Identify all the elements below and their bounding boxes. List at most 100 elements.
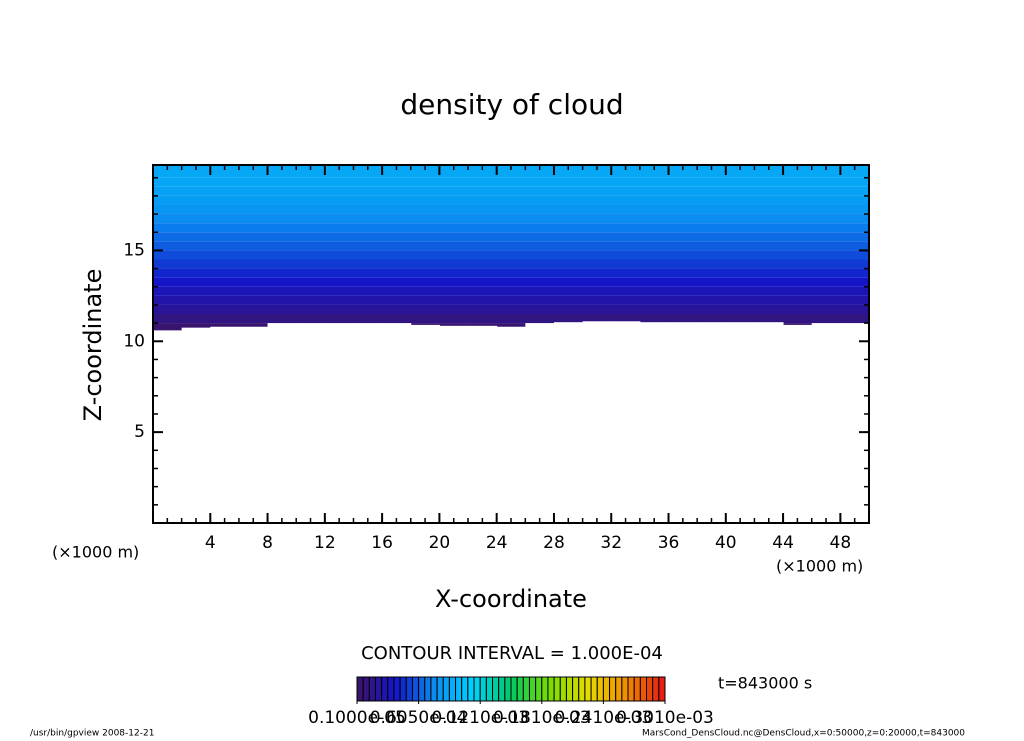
colorbar-cell (639, 676, 648, 702)
colorbar-cell (615, 676, 623, 702)
cloud-base (496, 326, 526, 523)
cloud-base (553, 322, 584, 523)
contour-band (153, 250, 869, 260)
colorbar-cell (485, 676, 494, 702)
x-tick-label: 4 (205, 533, 216, 553)
colorbar-cell (430, 676, 438, 702)
colorbar-cell (393, 676, 401, 702)
cloud-base (153, 330, 183, 523)
footer-left: /usr/bin/gpview 2008-12-21 (30, 729, 154, 739)
colorbar-cell (418, 676, 426, 702)
cloud-base (754, 322, 784, 523)
cloud-base (639, 322, 670, 523)
colorbar-cell (356, 676, 364, 702)
colorbar-cell (578, 676, 586, 702)
colorbar-tick-label: 0.2410e-03 (555, 708, 653, 728)
contour-band (153, 268, 869, 278)
contour-band (153, 241, 869, 251)
colorbar-cell (652, 676, 660, 702)
colorbar: 0.1000e-050.6050e-040.1210e-030.1810e-03… (308, 676, 714, 728)
colorbar-cell (559, 676, 567, 702)
colorbar-cell (467, 676, 475, 702)
colorbar-cell (436, 676, 444, 702)
x-tick-label: 44 (772, 533, 794, 553)
x-tick-label: 12 (314, 533, 336, 553)
x-tick-label: 8 (262, 533, 273, 553)
cloud-base (439, 325, 469, 523)
x-axis-label: X-coordinate (435, 585, 587, 613)
colorbar-cell (658, 676, 666, 702)
colorbar-cell (461, 676, 469, 702)
colorbar-tick-label: 0.1210e-03 (431, 708, 529, 728)
colorbar-cell (627, 676, 635, 702)
x-unit-label: (×1000 m) (52, 543, 139, 562)
colorbar-cell (590, 676, 598, 702)
colorbar-cell (442, 676, 450, 702)
contour-band (153, 177, 869, 187)
colorbar-cell (424, 676, 432, 702)
x-tick-label: 48 (830, 533, 852, 553)
contour-band (153, 214, 869, 224)
colorbar-cell (602, 676, 611, 702)
colorbar-cell (609, 676, 617, 702)
y-tick-label: 15 (123, 240, 145, 260)
cloud-base (668, 322, 698, 523)
cloud-base (267, 323, 297, 523)
contour-band (153, 295, 869, 305)
cloud-base (611, 321, 641, 523)
colorbar-cell (374, 676, 383, 702)
cloud-base (410, 324, 440, 523)
colorbar-cell (381, 676, 389, 702)
colorbar-cell (362, 676, 370, 702)
cloud-base (324, 323, 354, 523)
contour-interval: CONTOUR INTERVAL = 1.000E-04 (361, 643, 663, 664)
x-tick-label: 24 (486, 533, 508, 553)
cloud-base (725, 322, 755, 523)
cloud-base (840, 323, 870, 523)
colorbar-cell (633, 676, 641, 702)
cloud-base (525, 323, 555, 523)
colorbar-cell (516, 676, 524, 702)
contour-band (153, 277, 869, 287)
contour-band (153, 259, 869, 269)
colorbar-cell (387, 676, 395, 702)
colorbar-cell (547, 676, 555, 702)
y-tick-label: 5 (134, 422, 145, 442)
cloud-base (811, 323, 841, 523)
colorbar-cell (553, 676, 561, 702)
colorbar-cell (572, 676, 580, 702)
contour-band (153, 186, 869, 196)
colorbar-cell (535, 676, 543, 702)
y-tick-label: 10 (123, 331, 145, 351)
x-tick-label: 28 (543, 533, 565, 553)
contour-band (153, 223, 869, 233)
colorbar-cell (528, 676, 537, 702)
contour-band (153, 304, 869, 315)
colorbar-cell (399, 676, 407, 702)
cloud-base (697, 322, 727, 523)
chart-title: density of cloud (400, 88, 623, 121)
colorbar-cell (368, 676, 376, 702)
colorbar-cell (411, 676, 420, 702)
colorbar-cell (492, 676, 500, 702)
x-unit-label: (×1000 m) (776, 557, 863, 576)
footer-right: MarsCond_DensCloud.nc@DensCloud,x=0:5000… (642, 729, 965, 739)
x-tick-label: 36 (658, 533, 680, 553)
cloud-base (238, 326, 269, 523)
contour-band (153, 286, 869, 296)
cloud-base (296, 323, 326, 523)
contour-band (153, 204, 869, 215)
colorbar-cell (522, 676, 530, 702)
cloud-base (181, 327, 211, 523)
colorbar-cell (448, 676, 457, 702)
contour-band (153, 195, 869, 205)
colorbar-tick-label: 0.3010e-03 (616, 708, 714, 728)
colorbar-tick-label: 0.6050e-04 (370, 708, 468, 728)
contour-band (153, 314, 869, 324)
colorbar-cell (646, 676, 654, 702)
y-axis-label: Z-coordinate (79, 269, 107, 422)
colorbar-tick-label: 0.1000e-05 (308, 708, 406, 728)
colorbar-cell (405, 676, 413, 702)
